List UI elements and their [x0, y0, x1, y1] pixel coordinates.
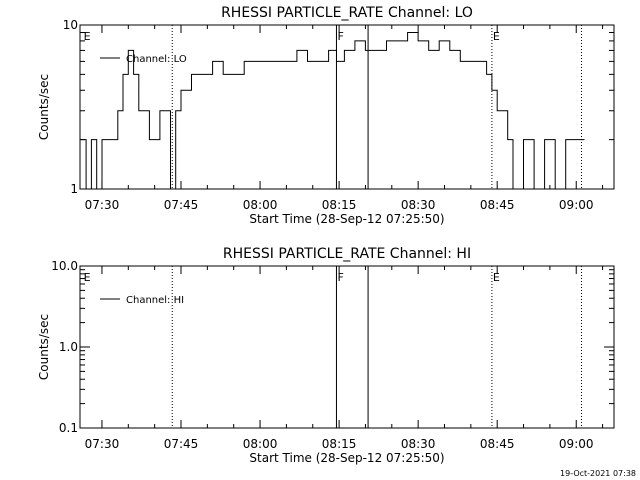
- x-tick-label: 08:00: [243, 437, 278, 451]
- marker-flag: F: [337, 271, 343, 284]
- y-tick-label: 0.1: [59, 421, 78, 435]
- x-tick-label: 07:45: [164, 198, 199, 212]
- x-axis-label: Start Time (28-Sep-12 07:25:50): [249, 212, 444, 226]
- y-axis-label: Counts/sec: [37, 314, 51, 380]
- timestamp-label: 19-Oct-2021 07:38: [560, 469, 636, 478]
- x-tick-label: 07:30: [85, 437, 120, 451]
- x-tick-label: 09:00: [559, 198, 594, 212]
- y-tick-label: 1: [70, 182, 78, 196]
- x-tick-label: 08:30: [401, 437, 436, 451]
- x-tick-label: 07:45: [164, 437, 199, 451]
- x-tick-label: 08:00: [243, 198, 278, 212]
- x-tick-label: 08:15: [322, 198, 357, 212]
- marker-flag: F: [337, 30, 343, 43]
- x-tick-label: 08:45: [480, 198, 515, 212]
- marker-flag: E: [84, 271, 91, 284]
- x-tick-label: 08:15: [322, 437, 357, 451]
- y-tick-label: 10.0: [51, 259, 78, 273]
- legend-entry: Channel: HI: [126, 295, 184, 306]
- marker-flag: E: [493, 30, 500, 43]
- plot-frame: [79, 24, 615, 190]
- series-line: [80, 32, 585, 190]
- legend-entry: Channel: LO: [126, 54, 187, 65]
- y-axis-label: Counts/sec: [37, 74, 51, 140]
- x-tick-label: 09:00: [559, 437, 594, 451]
- marker-flag: E: [493, 271, 500, 284]
- plot-frame: [79, 265, 615, 429]
- chart-title: RHESSI PARTICLE_RATE Channel: HI: [223, 246, 471, 262]
- chart-title: RHESSI PARTICLE_RATE Channel: LO: [221, 5, 473, 21]
- x-tick-label: 08:30: [401, 198, 436, 212]
- x-axis-label: Start Time (28-Sep-12 07:25:50): [249, 451, 444, 465]
- x-tick-label: 08:45: [480, 437, 515, 451]
- marker-flag: E: [84, 30, 91, 43]
- y-tick-label: 1.0: [59, 340, 78, 354]
- y-tick-label: 10: [63, 18, 78, 32]
- x-tick-label: 07:30: [85, 198, 120, 212]
